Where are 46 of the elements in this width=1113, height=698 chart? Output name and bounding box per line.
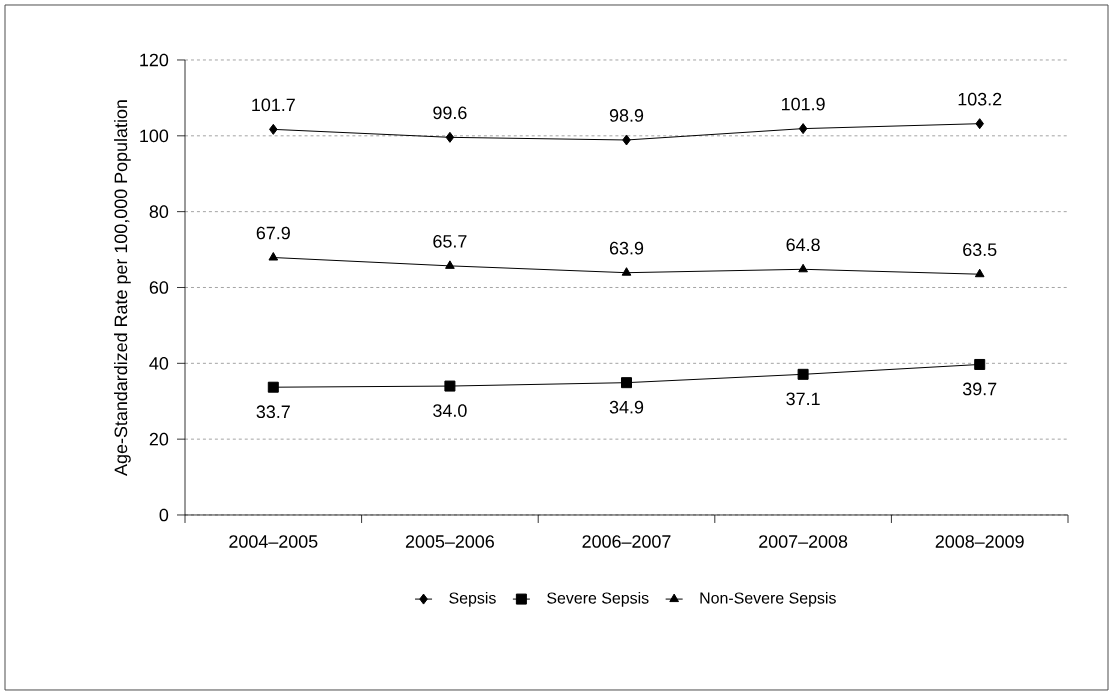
point bbox=[798, 123, 808, 135]
data-label: 99.6 bbox=[433, 106, 467, 120]
data-label: 67.9 bbox=[256, 226, 290, 240]
point bbox=[975, 118, 984, 130]
data-label: 101.7 bbox=[252, 98, 295, 112]
point bbox=[267, 381, 279, 393]
x-tick-label: 2005–2006 bbox=[405, 535, 494, 548]
data-label: 65.7 bbox=[433, 234, 467, 248]
data-label: 33.7 bbox=[256, 405, 290, 419]
point bbox=[621, 267, 632, 276]
data-label: 34.9 bbox=[609, 400, 644, 414]
x-tick-label: 2004–2005 bbox=[229, 535, 318, 548]
point bbox=[798, 263, 808, 273]
data-label: 101.9 bbox=[782, 97, 825, 111]
x-tick-label: 2006–2007 bbox=[582, 535, 671, 548]
data-label: 64.8 bbox=[786, 238, 820, 252]
data-label: 34.0 bbox=[433, 404, 467, 417]
y-tick-label: 80 bbox=[149, 205, 169, 218]
y-tick-label: 100 bbox=[140, 129, 169, 143]
point bbox=[621, 377, 633, 389]
point bbox=[974, 358, 986, 370]
data-label: 103.2 bbox=[958, 92, 1002, 106]
y-tick-label: 20 bbox=[149, 432, 169, 446]
y-tick-label: 40 bbox=[149, 356, 169, 370]
y-axis-title: Age-Standardized Rate per 100,000 Population bbox=[114, 100, 131, 476]
point bbox=[269, 123, 278, 135]
legend-label: Non-Severe Sepsis bbox=[700, 591, 836, 607]
y-tick-label: 60 bbox=[149, 281, 169, 294]
x-tick-label: 2008–2009 bbox=[935, 535, 1024, 548]
point bbox=[797, 368, 809, 380]
data-label: 63.9 bbox=[609, 241, 644, 255]
data-label: 63.5 bbox=[963, 243, 997, 257]
point bbox=[268, 252, 279, 261]
data-label: 37.1 bbox=[786, 392, 820, 406]
legend-label: Severe Sepsis bbox=[547, 591, 649, 607]
data-label: 39.7 bbox=[962, 382, 997, 396]
y-tick-label: 120 bbox=[140, 53, 169, 67]
point bbox=[622, 134, 631, 146]
point bbox=[445, 260, 455, 269]
legend-label: Sepsis bbox=[449, 591, 496, 607]
point bbox=[444, 380, 456, 392]
data-label: 98.9 bbox=[609, 109, 644, 122]
point bbox=[445, 131, 455, 143]
point bbox=[974, 268, 985, 278]
y-tick-label: 0 bbox=[159, 508, 169, 522]
x-tick-label: 2007–2008 bbox=[759, 535, 848, 548]
